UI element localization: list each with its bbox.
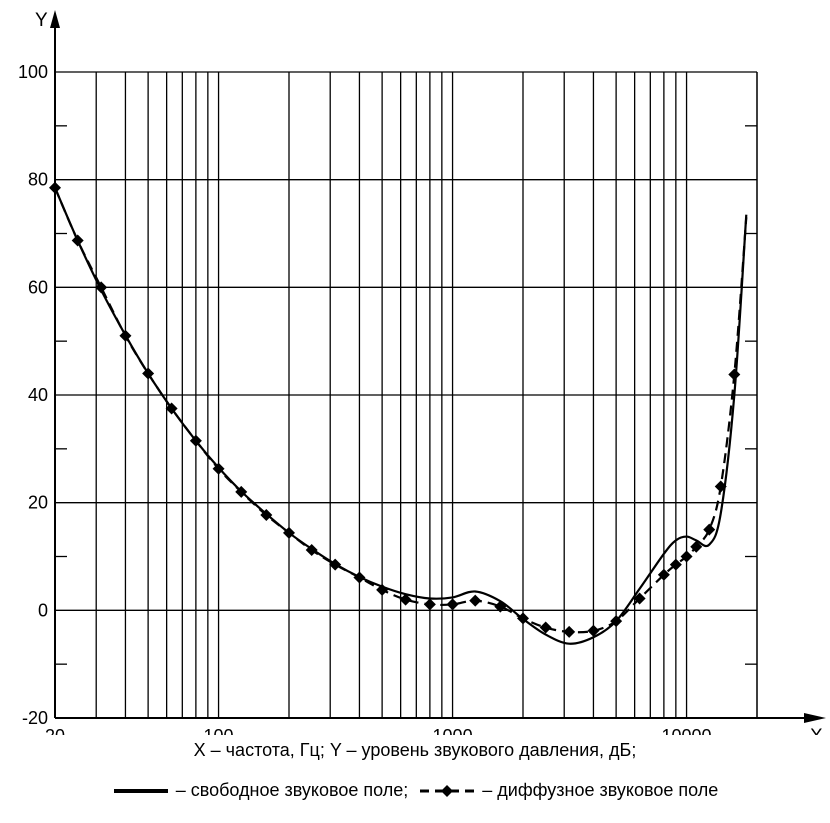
diamond-marker bbox=[703, 523, 716, 536]
diamond-marker bbox=[714, 480, 727, 493]
diamond-marker bbox=[517, 612, 529, 625]
series-layer bbox=[49, 181, 748, 645]
diamond-marker bbox=[235, 485, 248, 498]
x-tick-label: 10000 bbox=[662, 726, 712, 735]
diamond-marker bbox=[587, 624, 600, 637]
diamond-marker bbox=[260, 509, 273, 522]
y-tick-label: -20 bbox=[22, 708, 48, 728]
diamond-marker bbox=[95, 281, 108, 294]
y-axis-arrow bbox=[50, 10, 60, 28]
diamond-marker bbox=[669, 558, 682, 571]
diamond-marker bbox=[329, 558, 342, 571]
x-axis-letter: X bbox=[810, 726, 823, 735]
y-tick-label: 100 bbox=[18, 62, 48, 82]
legend: – свободное звуковое поле; – диффузное з… bbox=[0, 780, 830, 801]
diamond-marker bbox=[71, 234, 84, 247]
axes: YX bbox=[35, 10, 826, 735]
diamond-marker bbox=[353, 571, 366, 584]
diamond-marker bbox=[305, 544, 318, 557]
diamond-marker bbox=[283, 526, 295, 539]
grid-major bbox=[54, 71, 758, 719]
diamond-marker bbox=[446, 598, 459, 611]
y-axis-letter: Y bbox=[35, 10, 48, 31]
diamond-marker bbox=[690, 540, 703, 553]
diamond-marker bbox=[423, 598, 436, 611]
diamond-marker bbox=[633, 592, 646, 605]
diamond-marker bbox=[610, 615, 623, 628]
diamond-marker bbox=[539, 621, 552, 634]
axis-caption: X – частота, Гц; Y – уровень звукового д… bbox=[193, 740, 637, 760]
x-axis-arrow bbox=[804, 713, 826, 723]
y-tick-label: 0 bbox=[38, 600, 48, 620]
diamond-marker bbox=[680, 550, 693, 563]
diamond-marker bbox=[399, 593, 412, 606]
diamond-marker bbox=[142, 367, 155, 380]
diamond-marker bbox=[469, 594, 482, 607]
legend-label-diffuse-field: – диффузное звуковое поле bbox=[482, 780, 719, 800]
diamond-marker bbox=[563, 625, 576, 638]
diamond-marker bbox=[657, 568, 670, 581]
y-tick-label: 20 bbox=[28, 493, 48, 513]
diamond-marker bbox=[494, 600, 507, 613]
x-tick-label: 1000 bbox=[433, 726, 473, 735]
diamond-marker bbox=[49, 181, 61, 194]
diamond-marker bbox=[728, 368, 741, 381]
legend-swatch-dashed-diamond bbox=[420, 784, 475, 797]
legend-label-free-field: – свободное звуковое поле; bbox=[175, 780, 409, 800]
y-tick-label: 60 bbox=[28, 277, 48, 297]
grid-minor bbox=[55, 125, 757, 665]
diamond-marker bbox=[119, 329, 132, 342]
diamond-marker bbox=[189, 434, 202, 447]
legend-swatch-solid bbox=[113, 788, 168, 793]
diamond-marker bbox=[165, 402, 178, 415]
x-tick-label: 20 bbox=[45, 726, 65, 735]
diamond-marker bbox=[212, 462, 225, 475]
diamond-marker bbox=[376, 583, 389, 596]
y-tick-label: 40 bbox=[28, 385, 48, 405]
x-tick-label: 100 bbox=[204, 726, 234, 735]
y-tick-label: 80 bbox=[28, 170, 48, 190]
